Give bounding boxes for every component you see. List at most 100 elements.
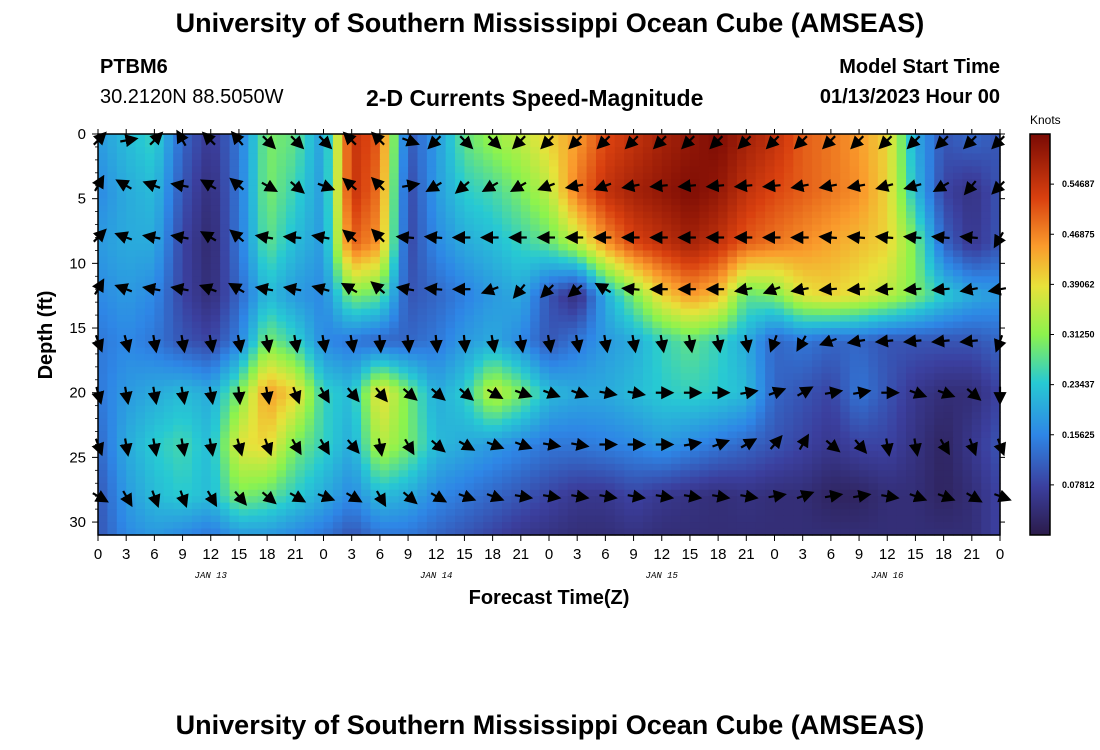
- heatmap-cell: [144, 205, 155, 213]
- heatmap-cell: [934, 425, 945, 433]
- heatmap-cell: [906, 269, 917, 277]
- heatmap-cell: [492, 379, 503, 387]
- heatmap-cell: [238, 276, 249, 284]
- heatmap-cell: [783, 218, 794, 226]
- heatmap-cell: [586, 450, 597, 458]
- heatmap-cell: [398, 431, 409, 439]
- heatmap-cell: [398, 450, 409, 458]
- heatmap-cell: [708, 250, 719, 258]
- heatmap-cell: [558, 347, 569, 355]
- heatmap-cell: [511, 172, 522, 180]
- heatmap-cell: [981, 134, 992, 142]
- heatmap-cell: [257, 302, 268, 310]
- heatmap-cell: [511, 321, 522, 329]
- heatmap-cell: [934, 146, 945, 155]
- heatmap-cell: [248, 282, 259, 290]
- heatmap-cell: [605, 334, 616, 342]
- heatmap-cell: [238, 399, 249, 407]
- heatmap-cell: [511, 366, 522, 374]
- heatmap-cell: [680, 457, 691, 465]
- heatmap-cell: [361, 269, 372, 277]
- heatmap-cell: [530, 205, 541, 213]
- heatmap-cell: [802, 444, 813, 452]
- heatmap-cell: [455, 392, 466, 400]
- heatmap-cell: [802, 205, 813, 213]
- heatmap-cell: [943, 379, 954, 387]
- heatmap-cell: [736, 366, 747, 374]
- heatmap-cell: [990, 302, 1001, 310]
- heatmap-cell: [812, 289, 823, 297]
- heatmap-cell: [783, 431, 794, 439]
- heatmap-cell: [746, 366, 757, 374]
- heatmap-cell: [257, 347, 268, 355]
- heatmap-cell: [455, 243, 466, 252]
- heatmap-cell: [821, 172, 832, 180]
- heatmap-cell: [765, 224, 776, 232]
- heatmap-cell: [98, 146, 108, 155]
- heatmap-cell: [163, 392, 174, 400]
- heatmap-cell: [436, 425, 447, 433]
- heatmap-cell: [821, 237, 832, 245]
- heatmap-cell: [671, 134, 682, 142]
- heatmap-cell: [520, 315, 531, 323]
- heatmap-cell: [539, 450, 550, 458]
- heatmap-cell: [276, 405, 287, 413]
- heatmap-cell: [915, 218, 926, 226]
- footer-title: University of Southern Mississippi Ocean…: [175, 710, 925, 740]
- heatmap-cell: [887, 450, 898, 458]
- heatmap-cell: [144, 243, 155, 252]
- heatmap-cell: [389, 392, 400, 400]
- heatmap-cell: [379, 250, 390, 258]
- heatmap-cell: [238, 282, 249, 290]
- heatmap-cell: [906, 328, 917, 336]
- heatmap-cell: [220, 353, 231, 361]
- heatmap-cell: [887, 425, 898, 433]
- heatmap-cell: [595, 289, 606, 297]
- heatmap-cell: [708, 379, 719, 387]
- heatmap-cell: [718, 179, 729, 187]
- heatmap-cell: [107, 334, 118, 342]
- heatmap-cell: [830, 166, 841, 174]
- heatmap-cell: [126, 405, 137, 413]
- heatmap-cell: [953, 289, 964, 297]
- heatmap-cell: [868, 431, 879, 439]
- heatmap-cell: [135, 347, 146, 355]
- heatmap-cell: [755, 315, 766, 323]
- heatmap-cell: [191, 321, 202, 329]
- heatmap-cell: [464, 263, 475, 271]
- heatmap-cell: [671, 250, 682, 258]
- heatmap-cell: [812, 224, 823, 232]
- heatmap-cell: [642, 463, 653, 471]
- heatmap-cell: [765, 198, 776, 206]
- heatmap-cell: [746, 360, 757, 368]
- heatmap-cell: [257, 140, 268, 148]
- heatmap-cell: [633, 192, 644, 200]
- heatmap-cell: [586, 315, 597, 323]
- heatmap-cell: [98, 192, 108, 200]
- heatmap-cell: [163, 431, 174, 439]
- heatmap-cell: [614, 289, 625, 297]
- heatmap-cell: [877, 218, 888, 226]
- heatmap-cell: [191, 140, 202, 148]
- heatmap-cell: [502, 237, 513, 245]
- heatmap-cell: [953, 282, 964, 290]
- heatmap-cell: [699, 379, 710, 387]
- heatmap-cell: [314, 295, 325, 303]
- heatmap-cell: [182, 134, 193, 142]
- heatmap-cell: [144, 373, 155, 381]
- heatmap-cell: [445, 140, 456, 148]
- heatmap-cell: [370, 463, 381, 471]
- heatmap-cell: [849, 392, 860, 400]
- heatmap-cell: [276, 425, 287, 433]
- heatmap-cell: [483, 146, 494, 155]
- heatmap-cell: [455, 269, 466, 277]
- heatmap-cell: [981, 205, 992, 213]
- heatmap-cell: [126, 282, 137, 290]
- heatmap-cell: [934, 159, 945, 167]
- heatmap-cell: [502, 289, 513, 297]
- heatmap-cell: [210, 153, 221, 161]
- heatmap-cell: [445, 237, 456, 245]
- heatmap-cell: [699, 366, 710, 374]
- heatmap-cell: [680, 431, 691, 439]
- heatmap-cell: [699, 412, 710, 420]
